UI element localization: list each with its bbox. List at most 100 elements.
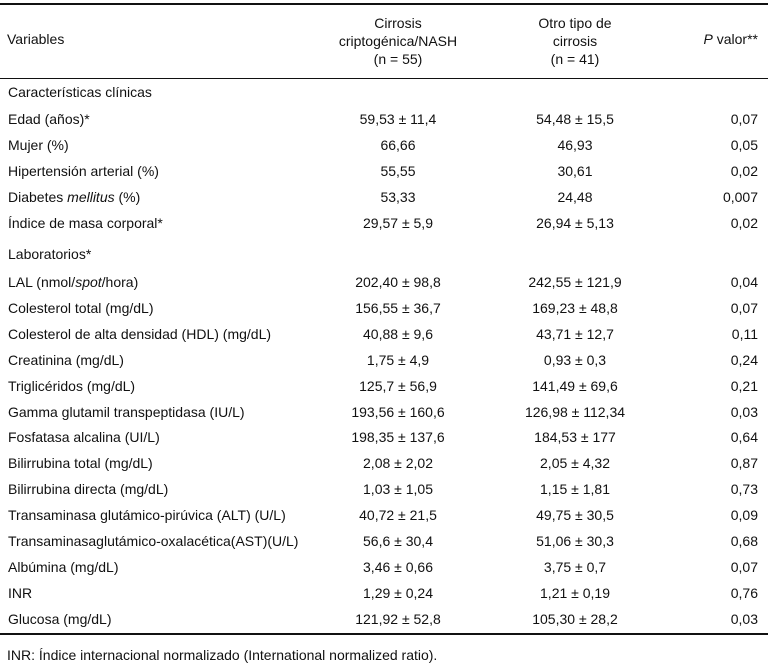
row-label-pre: LAL (nmol/: [8, 274, 76, 290]
value-cryptogenic-nash: 40,72 ± 21,5: [359, 507, 437, 524]
row-label-italic: mellitus: [67, 189, 115, 205]
header-p-value: P valor**: [660, 30, 763, 48]
p-value: 0,11: [731, 325, 758, 342]
row-label-post: (%): [114, 189, 141, 205]
value-other-cirrhosis: 105,30 ± 28,2: [532, 610, 618, 627]
value-cryptogenic-nash: 1,03 ± 1,05: [363, 481, 433, 498]
value-other-cirrhosis: 141,49 ± 69,6: [532, 377, 618, 394]
value-cryptogenic-nash: 40,88 ± 9,6: [363, 325, 433, 342]
value-cryptogenic-nash: 29,57 ± 5,9: [363, 215, 433, 231]
value-cryptogenic-nash: 202,40 ± 98,8: [355, 274, 441, 290]
p-value: 0,04: [730, 274, 758, 290]
header-rule: [0, 78, 768, 79]
header-other-cirrhosis: Otro tipo de cirrosis (n = 41): [500, 7, 650, 75]
table-row: Índice de masa corporal* 29,57 ± 5,9 26,94…: [0, 211, 768, 236]
table-row: INR 1,29 ± 0,24 1,21 ± 0,19 0,76: [0, 581, 768, 606]
p-value: 0,07: [730, 111, 758, 127]
p-value: 0,05: [730, 137, 758, 153]
table-row: Triglicéridos (mg/dL) 125,7 ± 56,9 141,49 …: [0, 374, 768, 399]
table-row: Albúmina (mg/dL) 3,46 ± 0,66 3,75 ± 0,7 0,0…: [0, 555, 768, 580]
p-value: 0,73: [730, 481, 758, 498]
row-label: Glucosa (mg/dL): [8, 610, 112, 627]
header-col2-line1: Otro tipo de: [538, 15, 612, 31]
value-cryptogenic-nash: 2,08 ± 2,02: [363, 455, 433, 472]
table-row: Colesterol total (mg/dL) 156,55 ± 36,7 169…: [0, 296, 768, 321]
p-value: 0,02: [730, 163, 758, 179]
section-clinical: Características clínicas: [8, 84, 152, 100]
section-labs: Laboratorios*: [8, 246, 92, 262]
value-other-cirrhosis: 49,75 ± 30,5: [536, 507, 614, 524]
value-cryptogenic-nash: 66,66: [380, 137, 416, 153]
table-row: Hipertensión arterial (%) 55,55 30,61 0,02: [0, 159, 768, 184]
value-cryptogenic-nash: 55,55: [380, 163, 416, 179]
header-p-italic: P: [703, 31, 713, 47]
p-value: 0,007: [722, 189, 758, 205]
value-other-cirrhosis: 24,48: [557, 189, 593, 205]
value-other-cirrhosis: 1,15 ± 1,81: [540, 481, 610, 498]
value-cryptogenic-nash: 125,7 ± 56,9: [359, 377, 437, 394]
p-value: 0,76: [730, 584, 758, 601]
value-other-cirrhosis: 3,75 ± 0,7: [543, 558, 607, 575]
row-label: Hipertensión arterial (%): [8, 163, 159, 179]
table-row: Diabetes mellitus (%) 53,33 24,48 0,007: [0, 185, 768, 210]
row-label: Colesterol de alta densidad (HDL) (mg/dL…: [8, 325, 272, 342]
header-col1-line3: (n = 55): [373, 51, 423, 67]
value-other-cirrhosis: 126,98 ± 112,34: [524, 403, 626, 420]
value-other-cirrhosis: 1,21 ± 0,19: [540, 584, 610, 601]
row-label: Edad (años)*: [8, 111, 90, 127]
row-label: Transaminasaglutámico-oxalacética(AST)(U…: [8, 533, 299, 549]
row-label: Diabetes mellitus (%): [8, 185, 140, 210]
value-cryptogenic-nash: 198,35 ± 137,6: [351, 429, 445, 446]
row-label: Colesterol total (mg/dL): [8, 299, 154, 316]
row-label: Creatinina (mg/dL): [8, 351, 124, 368]
p-value: 0,64: [730, 429, 758, 446]
row-label: Transaminasa glutámico-pirúvica (ALT) (U…: [8, 507, 286, 524]
value-other-cirrhosis: 242,55 ± 121,9: [528, 274, 622, 290]
header-variables: Variables: [7, 31, 65, 47]
p-value: 0,09: [730, 507, 758, 524]
row-label: Gamma glutamil transpeptidasa (IU/L): [8, 403, 245, 420]
table-footnote: INR: Índice internacional normalizado (I…: [7, 647, 438, 663]
row-label: Bilirrubina total (mg/dL): [8, 455, 153, 472]
value-other-cirrhosis: 0,93 ± 0,3: [543, 351, 607, 368]
p-value: 0,02: [730, 215, 758, 231]
header-cryptogenic-nash: Cirrosis criptogénica/NASH (n = 55): [308, 7, 488, 75]
table-row: Creatinina (mg/dL) 1,75 ± 4,9 0,93 ± 0,3 0,…: [0, 348, 768, 373]
value-other-cirrhosis: 51,06 ± 30,3: [536, 533, 614, 549]
p-value: 0,03: [730, 403, 758, 420]
value-cryptogenic-nash: 193,56 ± 160,6: [351, 403, 445, 420]
table-bottom-rule: [0, 633, 768, 635]
value-cryptogenic-nash: 121,92 ± 52,8: [355, 610, 441, 627]
p-value: 0,21: [730, 377, 758, 394]
value-cryptogenic-nash: 59,53 ± 11,4: [359, 111, 437, 127]
row-label: LAL (nmol/spot/hora): [8, 270, 138, 295]
header-p-rest: valor**: [712, 31, 758, 47]
row-label-italic: spot: [75, 274, 102, 290]
row-label: Bilirrubina directa (mg/dL): [8, 481, 169, 498]
table-row: Edad (años)* 59,53 ± 11,4 54,48 ± 15,5 0,07: [0, 107, 768, 132]
value-other-cirrhosis: 26,94 ± 5,13: [536, 215, 614, 231]
value-cryptogenic-nash: 1,75 ± 4,9: [366, 351, 430, 368]
p-value: 0,24: [730, 351, 758, 368]
value-cryptogenic-nash: 53,33: [380, 189, 416, 205]
table-row: Gamma glutamil transpeptidasa (IU/L) 193,…: [0, 400, 768, 425]
table-row: Transaminasaglutámico-oxalacética(AST)(U…: [0, 529, 768, 554]
value-other-cirrhosis: 54,48 ± 15,5: [536, 111, 614, 127]
row-label-post: /hora): [101, 274, 139, 290]
table-row: Bilirrubina directa (mg/dL) 1,03 ± 1,05 1,…: [0, 477, 768, 502]
table-row: LAL (nmol/spot/hora) 202,40 ± 98,8 242,55 …: [0, 270, 768, 295]
row-label: INR: [8, 584, 33, 601]
table-row: Fosfatasa alcalina (UI/L) 198,35 ± 137,6 1…: [0, 425, 768, 450]
row-label-pre: Diabetes: [8, 189, 68, 205]
table-row: Mujer (%) 66,66 46,93 0,05: [0, 133, 768, 158]
table-row: Glucosa (mg/dL) 121,92 ± 52,8 105,30 ± 28,…: [0, 607, 768, 632]
value-other-cirrhosis: 2,05 ± 4,32: [540, 455, 610, 472]
header-col1-line2: criptogénica/NASH: [338, 33, 458, 49]
value-cryptogenic-nash: 56,6 ± 30,4: [363, 533, 433, 549]
row-label: Mujer (%): [8, 137, 69, 153]
row-label: Fosfatasa alcalina (UI/L): [8, 429, 160, 446]
table-row: Bilirrubina total (mg/dL) 2,08 ± 2,02 2,05…: [0, 451, 768, 476]
p-value: 0,07: [730, 558, 758, 575]
row-label: Albúmina (mg/dL): [8, 558, 119, 575]
